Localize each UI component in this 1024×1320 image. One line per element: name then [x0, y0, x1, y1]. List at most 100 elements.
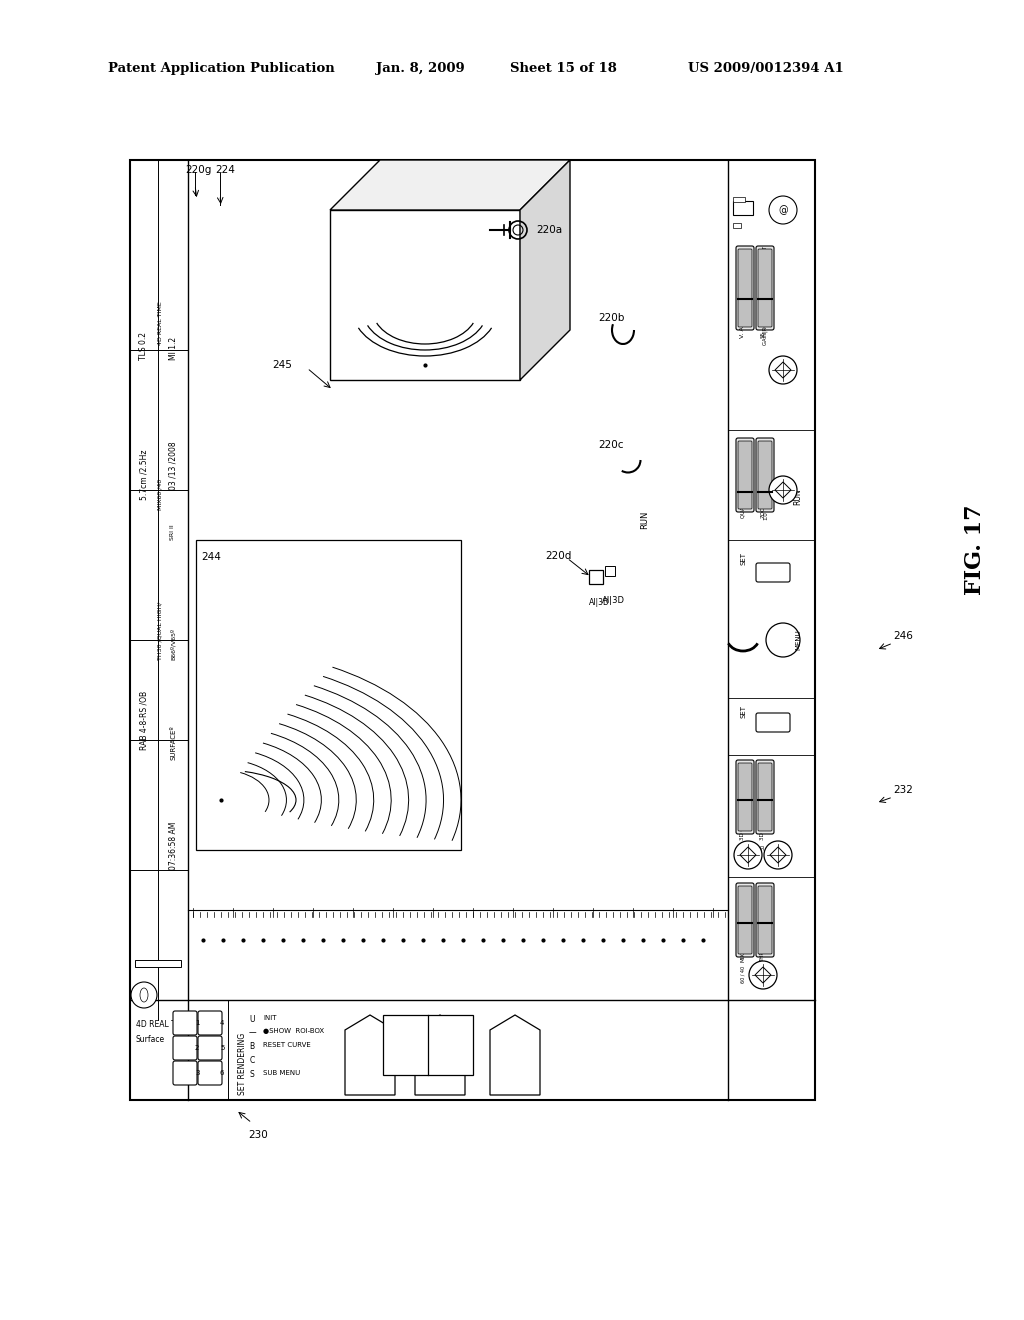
Polygon shape — [770, 847, 786, 863]
Text: Patent Application Publication: Patent Application Publication — [108, 62, 335, 75]
Text: ZOOM:: ZOOM: — [761, 499, 766, 517]
Text: 220c: 220c — [598, 440, 624, 450]
Text: 220a: 220a — [536, 224, 562, 235]
Text: 220b: 220b — [598, 313, 625, 323]
Polygon shape — [775, 482, 791, 498]
Text: 5: 5 — [220, 1045, 224, 1051]
Polygon shape — [520, 160, 570, 380]
Text: US 2009/0012394 A1: US 2009/0012394 A1 — [688, 62, 844, 75]
Text: ●SHOW  ROI-BOX: ●SHOW ROI-BOX — [263, 1028, 325, 1034]
FancyBboxPatch shape — [738, 249, 752, 327]
Text: 220d: 220d — [545, 550, 571, 561]
Text: TH30 /QUAL HIGH/: TH30 /QUAL HIGH/ — [158, 602, 163, 660]
Text: 55: 55 — [761, 331, 766, 338]
Text: AI|3D: AI|3D — [601, 597, 625, 605]
FancyBboxPatch shape — [756, 564, 790, 582]
FancyBboxPatch shape — [756, 438, 774, 512]
Bar — [733, 223, 741, 228]
Text: SET: SET — [740, 705, 746, 718]
Circle shape — [766, 623, 800, 657]
Polygon shape — [415, 1015, 465, 1096]
Text: 2: 2 — [195, 1045, 200, 1051]
Text: Surface: Surface — [136, 1035, 165, 1044]
Text: SET: SET — [740, 552, 746, 565]
Text: 4D REAL TIME: 4D REAL TIME — [158, 301, 163, 345]
Circle shape — [769, 195, 797, 224]
FancyBboxPatch shape — [756, 883, 774, 957]
FancyBboxPatch shape — [758, 886, 772, 954]
Circle shape — [769, 477, 797, 504]
Text: RAB 4-8-RS /OB: RAB 4-8-RS /OB — [139, 690, 148, 750]
Text: 1: 1 — [195, 1020, 200, 1026]
Text: MIX:: MIX: — [740, 950, 745, 962]
Text: 245: 245 — [272, 360, 292, 370]
Polygon shape — [345, 1015, 395, 1096]
Text: TLS 0.2: TLS 0.2 — [139, 333, 148, 360]
Circle shape — [131, 982, 157, 1008]
Text: S: S — [250, 1071, 254, 1078]
Text: 224: 224 — [215, 165, 234, 176]
Text: 30: 30 — [761, 966, 766, 973]
FancyBboxPatch shape — [198, 1011, 222, 1035]
Polygon shape — [490, 1015, 540, 1096]
FancyBboxPatch shape — [736, 438, 754, 512]
FancyBboxPatch shape — [173, 1061, 197, 1085]
FancyBboxPatch shape — [198, 1061, 222, 1085]
Text: B66º/V65º: B66º/V65º — [170, 628, 176, 660]
Circle shape — [749, 961, 777, 989]
Text: FIG. 17: FIG. 17 — [964, 504, 986, 595]
Text: SURFACEº: SURFACEº — [170, 725, 176, 760]
Text: 50: 50 — [740, 843, 745, 850]
Bar — [383, 1015, 473, 1074]
Text: 60 / 40: 60 / 40 — [740, 966, 745, 983]
Bar — [330, 210, 520, 380]
Text: SET RENDERING: SET RENDERING — [238, 1032, 247, 1096]
Text: RUN: RUN — [640, 511, 649, 529]
Text: —: — — [248, 1028, 256, 1038]
FancyBboxPatch shape — [758, 441, 772, 510]
Text: 3D BRIGHT.: 3D BRIGHT. — [761, 809, 766, 840]
Text: AI|3D: AI|3D — [589, 598, 610, 607]
Text: Jan. 8, 2009: Jan. 8, 2009 — [376, 62, 465, 75]
Text: 5.7cm /2.5Hz: 5.7cm /2.5Hz — [139, 450, 148, 500]
Bar — [605, 566, 615, 576]
Text: RESET CURVE: RESET CURVE — [263, 1041, 310, 1048]
FancyBboxPatch shape — [738, 441, 752, 510]
Text: U: U — [249, 1015, 255, 1024]
Polygon shape — [740, 847, 756, 863]
Text: RUN: RUN — [794, 488, 803, 506]
FancyBboxPatch shape — [758, 249, 772, 327]
Circle shape — [734, 841, 762, 869]
Text: 244: 244 — [201, 552, 221, 562]
Bar — [196, 540, 461, 850]
Text: SRI II: SRI II — [171, 524, 175, 540]
Text: 03 /13 /2008: 03 /13 /2008 — [169, 441, 177, 490]
Ellipse shape — [140, 987, 148, 1002]
FancyBboxPatch shape — [198, 1036, 222, 1060]
FancyBboxPatch shape — [756, 760, 774, 834]
Text: 230: 230 — [248, 1130, 268, 1140]
FancyBboxPatch shape — [756, 246, 774, 330]
Text: 6: 6 — [220, 1071, 224, 1076]
Text: 232: 232 — [893, 785, 912, 795]
Text: THRESH:: THRESH: — [761, 939, 766, 962]
Polygon shape — [775, 362, 791, 378]
Text: C: C — [250, 1056, 255, 1065]
Text: 220g: 220g — [185, 165, 211, 176]
Text: 4D REAL TIME: 4D REAL TIME — [136, 1020, 189, 1030]
Text: 246: 246 — [893, 631, 912, 642]
Bar — [733, 201, 753, 215]
Text: @: @ — [778, 205, 787, 215]
Bar — [130, 160, 815, 1100]
Text: V. ANGLE:: V. ANGLE: — [740, 308, 745, 338]
FancyBboxPatch shape — [736, 883, 754, 957]
Polygon shape — [330, 160, 570, 210]
Text: 3D CONTR.: 3D CONTR. — [740, 810, 745, 840]
FancyBboxPatch shape — [173, 1036, 197, 1060]
Bar — [733, 197, 745, 202]
Text: 1.0: 1.0 — [764, 511, 768, 520]
Circle shape — [769, 356, 797, 384]
FancyBboxPatch shape — [736, 760, 754, 834]
Bar — [135, 960, 181, 968]
Text: MIX60 /40: MIX60 /40 — [158, 479, 163, 510]
